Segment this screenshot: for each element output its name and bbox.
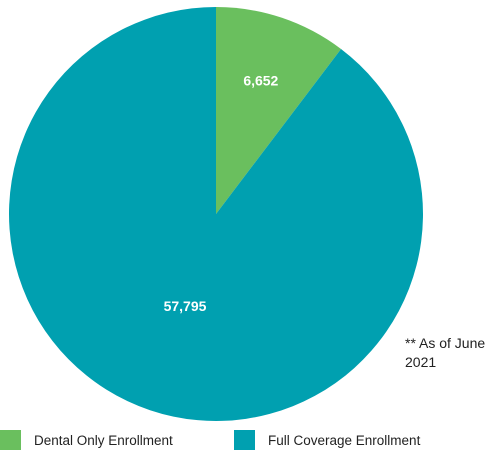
pie-labels: 6,652 57,795 <box>164 73 279 315</box>
legend-swatch-dental <box>0 430 21 450</box>
legend-item-full-coverage: Full Coverage Enrollment <box>234 430 420 450</box>
legend-label-dental: Dental Only Enrollment <box>34 432 173 448</box>
pie-slice-dental <box>216 7 342 214</box>
chart-note: ** As of June 2021 <box>405 335 486 370</box>
data-label-dental: 6,652 <box>243 73 278 89</box>
data-label-full-coverage: 57,795 <box>164 298 207 314</box>
legend-label-full-coverage: Full Coverage Enrollment <box>268 432 421 448</box>
legend-swatch-full-coverage <box>234 430 255 450</box>
pie-slice-full-coverage <box>8 7 423 421</box>
legend-item-dental: Dental Only Enrollment <box>0 430 173 450</box>
pie-slices <box>8 7 423 421</box>
